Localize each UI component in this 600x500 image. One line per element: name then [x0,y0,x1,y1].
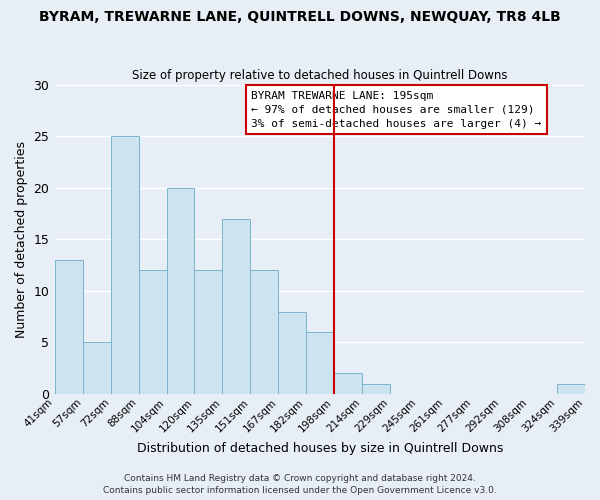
Text: Contains HM Land Registry data © Crown copyright and database right 2024.
Contai: Contains HM Land Registry data © Crown c… [103,474,497,495]
Bar [223,218,250,394]
Bar [139,270,167,394]
Bar [278,312,306,394]
Bar [250,270,278,394]
Bar [83,342,111,394]
Bar [111,136,139,394]
Bar [557,384,585,394]
Bar [334,374,362,394]
Bar [55,260,83,394]
X-axis label: Distribution of detached houses by size in Quintrell Downs: Distribution of detached houses by size … [137,442,503,455]
Bar [362,384,390,394]
Text: BYRAM, TREWARNE LANE, QUINTRELL DOWNS, NEWQUAY, TR8 4LB: BYRAM, TREWARNE LANE, QUINTRELL DOWNS, N… [39,10,561,24]
Bar [306,332,334,394]
Y-axis label: Number of detached properties: Number of detached properties [15,141,28,338]
Text: BYRAM TREWARNE LANE: 195sqm
← 97% of detached houses are smaller (129)
3% of sem: BYRAM TREWARNE LANE: 195sqm ← 97% of det… [251,90,541,128]
Bar [167,188,194,394]
Title: Size of property relative to detached houses in Quintrell Downs: Size of property relative to detached ho… [132,69,508,82]
Bar [194,270,223,394]
